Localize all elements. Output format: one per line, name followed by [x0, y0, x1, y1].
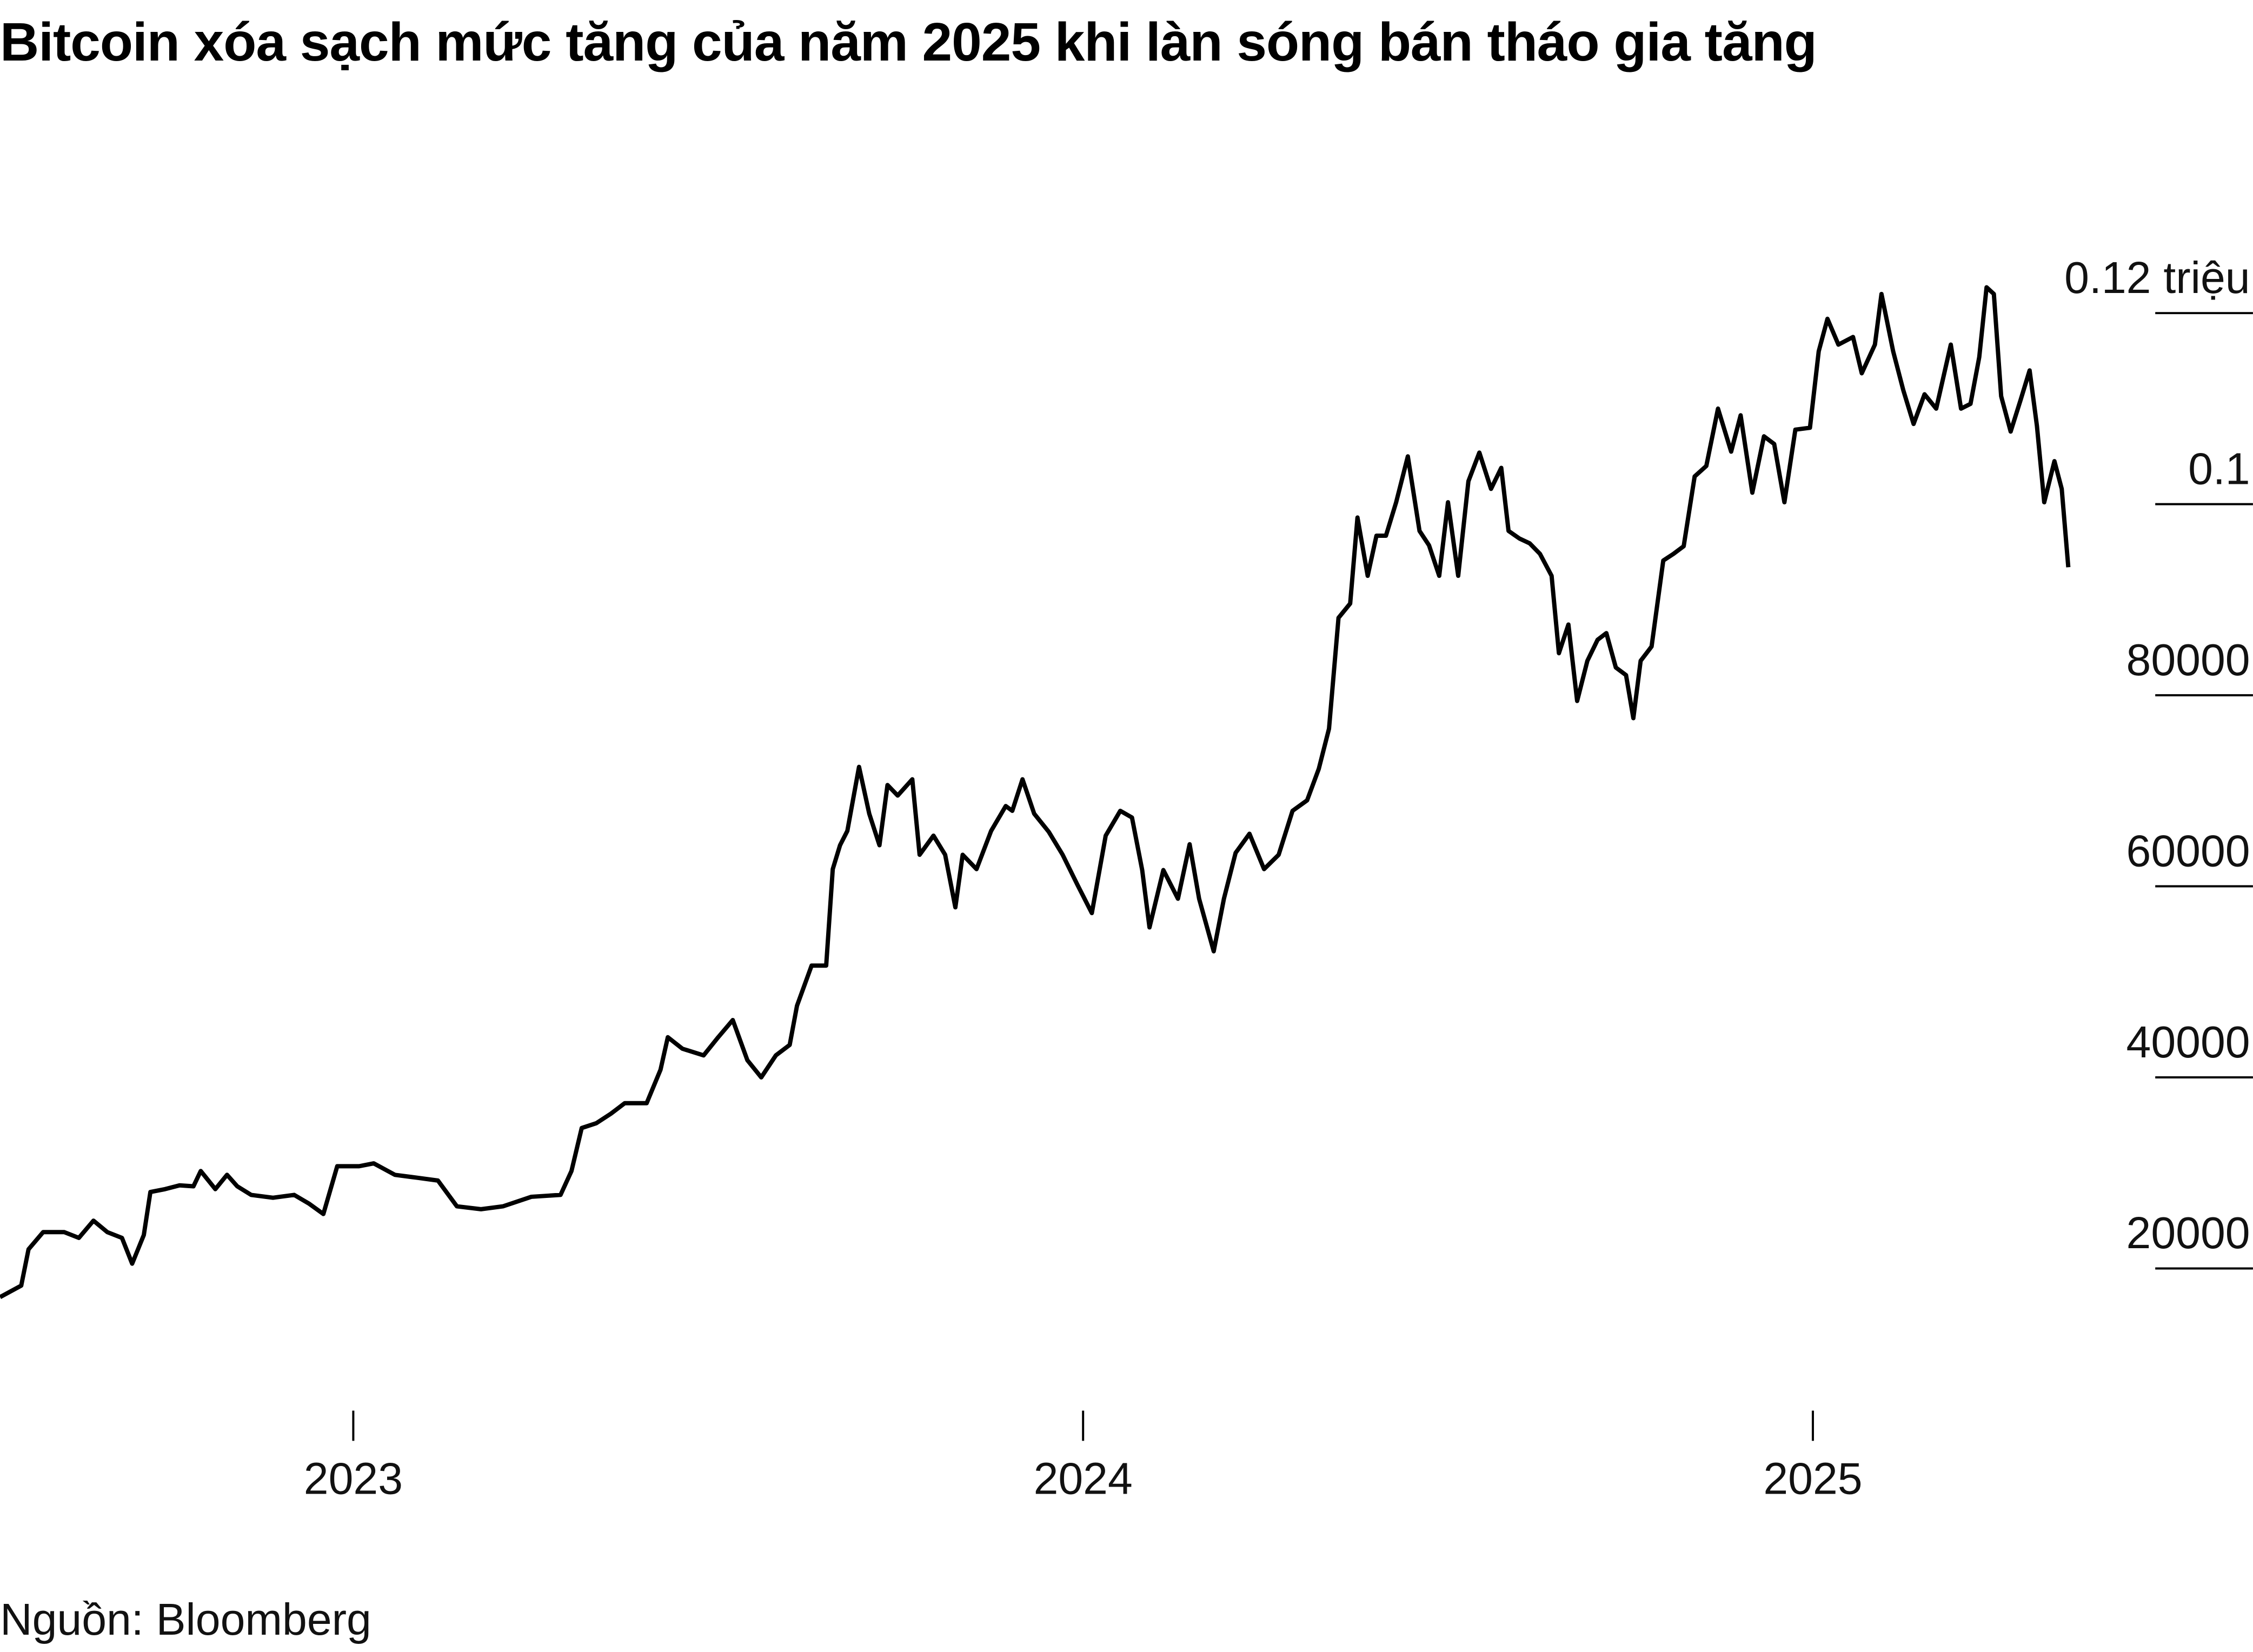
y-tick-label: 40000	[2126, 1017, 2250, 1067]
y-tick-label: 0.12 triệu	[2064, 253, 2250, 303]
y-tick-label: 20000	[2126, 1208, 2250, 1258]
price-line	[0, 285, 2071, 1299]
x-tick-label: 2023	[304, 1454, 403, 1504]
y-tick-label: 0.1	[2188, 444, 2250, 494]
source: Nguồn: Bloomberg	[0, 1595, 371, 1644]
chart-title: Bitcoin xóa sạch mức tăng của năm 2025 k…	[0, 12, 1817, 72]
x-tick-label: 2024	[1034, 1454, 1133, 1504]
y-tick-label: 80000	[2126, 635, 2250, 685]
x-tick-label: 2025	[1763, 1454, 1862, 1504]
y-tick-label: 60000	[2126, 826, 2250, 876]
